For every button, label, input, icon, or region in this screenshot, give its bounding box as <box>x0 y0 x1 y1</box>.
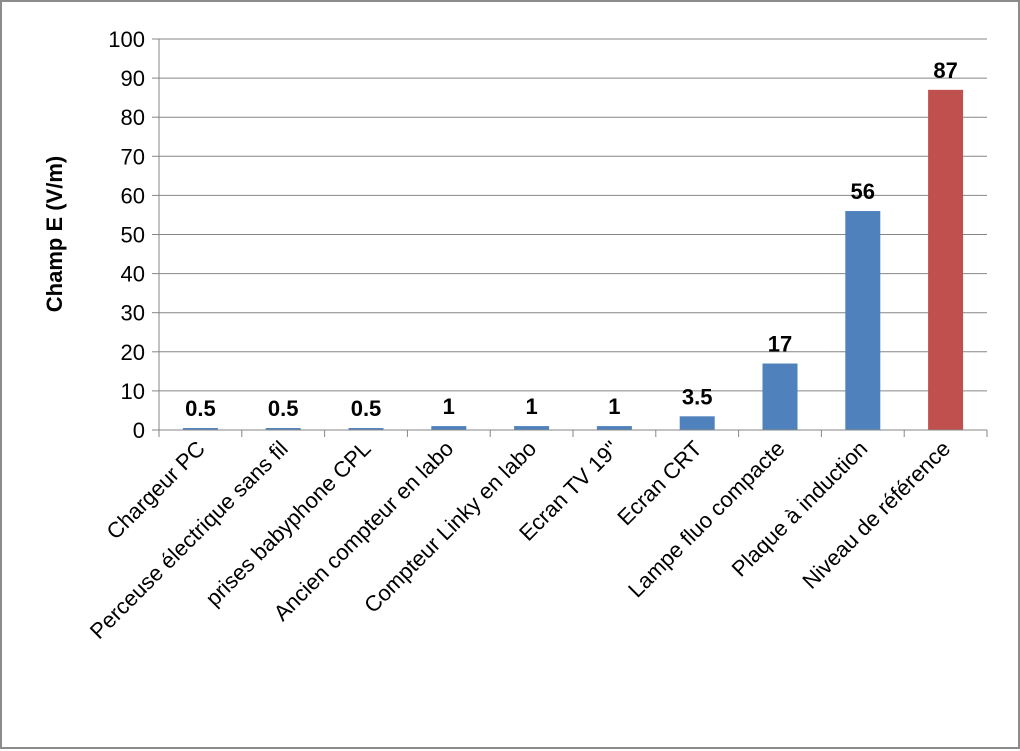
data-label-7: 3.5 <box>682 384 713 409</box>
bars <box>182 89 964 430</box>
data-label-6: 1 <box>608 394 620 419</box>
y-tick-label: 10 <box>121 379 145 404</box>
y-tick-label: 90 <box>121 66 145 91</box>
data-label-1: 0.5 <box>185 396 216 421</box>
x-tick-label: Plaque à induction <box>727 436 873 582</box>
x-tick-label: prises babyphone CPL <box>200 436 375 611</box>
data-label-3: 0.5 <box>351 396 382 421</box>
data-label-10: 87 <box>933 58 957 83</box>
bar-3 <box>348 428 384 430</box>
bar-8 <box>762 363 798 430</box>
y-tick-label: 40 <box>121 262 145 287</box>
bar-5 <box>514 426 550 430</box>
bar-4 <box>431 426 467 430</box>
axes <box>158 39 988 437</box>
x-tick-label: Compteur Linky en labo <box>359 436 541 618</box>
y-tick-label: 50 <box>121 223 145 248</box>
y-tick-label: 30 <box>121 301 145 326</box>
y-tick-label: 60 <box>121 183 145 208</box>
bar-2 <box>265 428 301 430</box>
bar-1 <box>182 428 218 430</box>
data-label-4: 1 <box>443 394 455 419</box>
y-axis-label: Champ E (V/m) <box>42 156 67 312</box>
bar-7 <box>679 416 715 430</box>
y-tick-label: 70 <box>121 144 145 169</box>
data-label-5: 1 <box>525 394 537 419</box>
x-tick-label: Lampe fluo compacte <box>623 436 789 602</box>
data-label-2: 0.5 <box>268 396 299 421</box>
y-tick-labels: 0 10 20 30 40 50 60 70 80 90 100 <box>108 27 145 443</box>
y-tick-label: 20 <box>121 340 145 365</box>
bar-9 <box>845 211 881 430</box>
data-label-8: 17 <box>768 332 792 357</box>
bar-6 <box>596 426 632 430</box>
y-tick-label: 0 <box>133 418 145 443</box>
bar-10 <box>928 89 964 430</box>
y-tick-label: 80 <box>121 105 145 130</box>
x-tick-label: Niveau de référence <box>797 436 955 594</box>
data-labels: 0.5 0.5 0.5 1 1 1 3.5 17 56 87 <box>185 58 958 421</box>
data-label-9: 56 <box>851 179 875 204</box>
y-tick-label: 100 <box>108 27 145 52</box>
